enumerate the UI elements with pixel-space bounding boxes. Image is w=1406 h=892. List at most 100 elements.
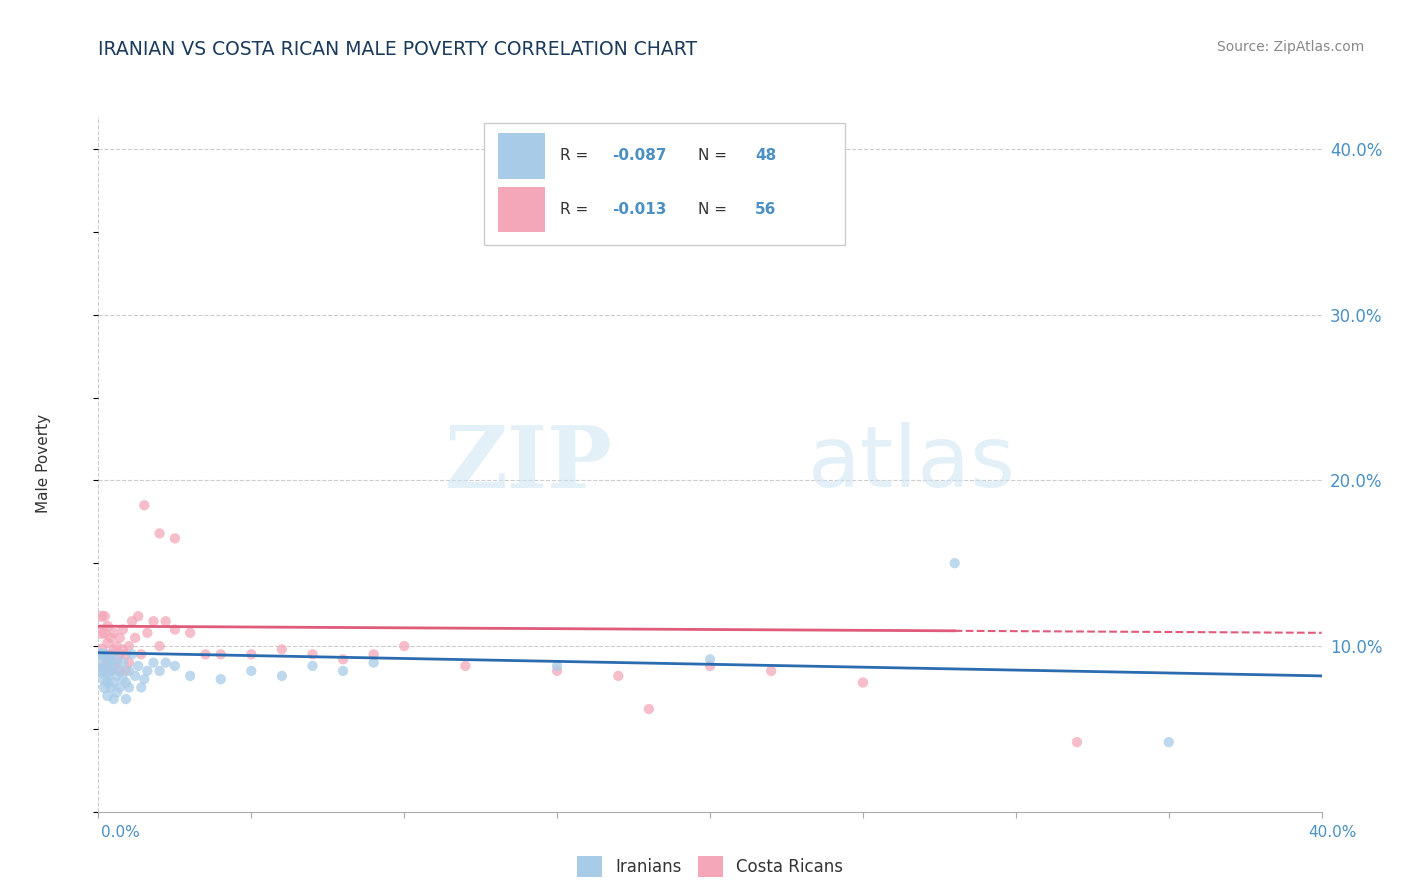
Point [149, 526, 172, 541]
Point [149, 664, 172, 678]
Point [93, 648, 115, 662]
Point [97, 669, 120, 683]
Point [127, 659, 149, 673]
Point [142, 656, 165, 670]
Point [699, 659, 721, 673]
Point [97, 689, 120, 703]
Point [1157, 735, 1180, 749]
FancyBboxPatch shape [484, 123, 845, 244]
Point [129, 681, 152, 695]
Point [546, 664, 568, 678]
Point [163, 659, 186, 673]
Point [108, 664, 131, 678]
Point [103, 642, 125, 657]
Point [103, 692, 125, 706]
Point [97, 659, 120, 673]
Point [699, 652, 721, 666]
Point [100, 652, 122, 666]
Point [111, 623, 134, 637]
Point [607, 669, 630, 683]
Point [103, 625, 125, 640]
Point [179, 625, 201, 640]
Point [93, 625, 115, 640]
Point [142, 614, 165, 628]
Point [90, 664, 112, 678]
Text: Male Poverty: Male Poverty [37, 414, 51, 514]
Point [93, 681, 115, 695]
Point [93, 648, 115, 662]
Text: -0.013: -0.013 [612, 202, 666, 218]
Point [301, 659, 323, 673]
Point [97, 636, 120, 650]
Point [105, 639, 128, 653]
Point [90, 656, 112, 670]
Bar [498, 134, 546, 178]
Text: Source: ZipAtlas.com: Source: ZipAtlas.com [1216, 40, 1364, 54]
Point [127, 609, 149, 624]
Point [108, 681, 131, 695]
Text: 40.0%: 40.0% [1309, 825, 1357, 840]
Point [100, 631, 122, 645]
Point [108, 648, 131, 662]
Point [93, 659, 115, 673]
Point [108, 631, 131, 645]
Point [105, 652, 128, 666]
Text: 0.0%: 0.0% [101, 825, 141, 840]
Point [103, 659, 125, 673]
Point [759, 664, 782, 678]
Point [332, 664, 354, 678]
Text: R =: R = [560, 202, 593, 218]
Point [363, 648, 385, 662]
Point [118, 681, 141, 695]
Point [179, 669, 201, 683]
Point [105, 685, 128, 699]
Point [93, 672, 115, 686]
Point [363, 656, 385, 670]
Point [546, 659, 568, 673]
Text: 56: 56 [755, 202, 776, 218]
Point [118, 664, 141, 678]
Point [155, 614, 177, 628]
Point [637, 702, 661, 716]
Point [943, 556, 966, 570]
Point [121, 648, 143, 662]
Point [209, 672, 232, 686]
Point [115, 664, 138, 678]
Point [118, 656, 141, 670]
Point [105, 669, 128, 683]
Point [852, 675, 875, 690]
Point [97, 619, 120, 633]
Point [100, 681, 122, 695]
Point [155, 656, 177, 670]
Point [97, 652, 120, 666]
Point [270, 669, 292, 683]
Text: atlas: atlas [808, 422, 1017, 506]
Point [93, 609, 115, 624]
Text: -0.087: -0.087 [612, 148, 666, 163]
Point [100, 648, 122, 662]
Text: 48: 48 [755, 148, 776, 163]
Point [121, 614, 143, 628]
Point [149, 639, 172, 653]
Point [115, 692, 138, 706]
Point [392, 639, 416, 653]
Point [209, 648, 232, 662]
Point [301, 648, 323, 662]
Point [134, 672, 156, 686]
Point [240, 648, 263, 662]
Point [194, 648, 217, 662]
Point [105, 656, 128, 670]
Point [90, 642, 112, 657]
Text: N =: N = [697, 202, 731, 218]
Text: ZIP: ZIP [444, 422, 612, 506]
Point [90, 609, 112, 624]
Text: N =: N = [697, 148, 731, 163]
Point [118, 639, 141, 653]
Point [129, 648, 152, 662]
Point [111, 642, 134, 657]
Point [163, 623, 186, 637]
Point [115, 675, 138, 690]
Point [111, 672, 134, 686]
Point [90, 625, 112, 640]
Point [332, 652, 354, 666]
